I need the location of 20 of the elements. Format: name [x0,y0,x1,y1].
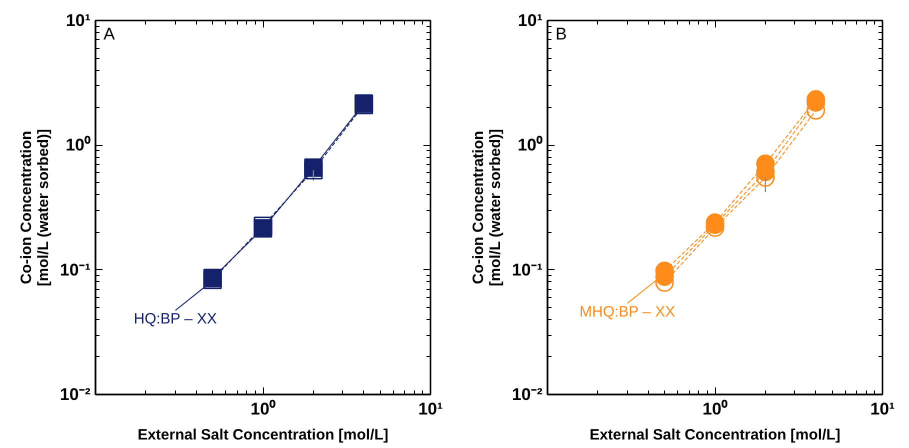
y-tick-label: 10⁻¹ [512,260,543,280]
x-tick-label: 10¹ [418,400,444,418]
y-tick-label: 10⁻² [60,385,91,404]
y-tick-label: 10⁰ [518,136,543,155]
y-axis-title: Co-ion Concentration [mol/L (water sorbed)] [470,129,504,286]
y-tick-label: 10⁻² [512,385,543,404]
x-tick-label: 10¹ [870,400,896,418]
annotation: A [104,24,116,44]
legend-label: HQ:BP – XX [134,310,217,328]
y-tick-label: 10⁻¹ [60,260,91,280]
y-tick-label: 10¹ [66,11,91,30]
y-tick-label: 10¹ [518,11,543,30]
x-axis-title: External Salt Concentration [mol/L] [590,426,840,444]
x-axis-title: External Salt Concentration [mol/L] [138,426,388,444]
y-axis-title: Co-ion Concentration [mol/L (water sorbed)] [18,129,52,286]
annotation: B [556,24,567,44]
x-tick-label: 10⁰ [250,400,276,418]
x-tick-label: 10⁰ [702,400,728,418]
legend-label: MHQ:BP – XX [579,303,676,320]
y-tick-label: 10⁰ [66,136,91,155]
